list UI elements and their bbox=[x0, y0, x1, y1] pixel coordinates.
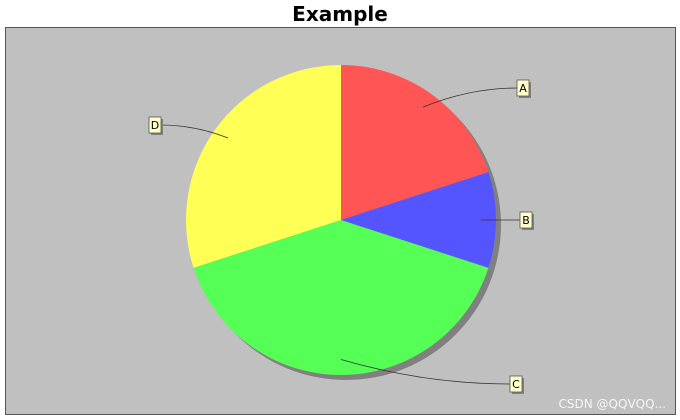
pie-slice-a[interactable] bbox=[341, 65, 489, 220]
slice-label-a: A bbox=[519, 82, 527, 95]
pie-slice-c[interactable] bbox=[193, 220, 489, 375]
leader-line-c bbox=[340, 359, 511, 385]
slice-label-c: C bbox=[512, 378, 520, 391]
watermark: CSDN @QQVQQ... bbox=[558, 397, 666, 411]
pie-chart: A B C D bbox=[148, 65, 534, 394]
label-box-c bbox=[509, 375, 523, 393]
pie-slice-b[interactable] bbox=[341, 172, 496, 268]
label-box-a bbox=[516, 79, 530, 97]
slice-label-b: B bbox=[522, 214, 530, 227]
pie-slice-d[interactable] bbox=[186, 65, 341, 268]
slice-label-d: D bbox=[151, 119, 159, 132]
label-box-b bbox=[519, 211, 533, 229]
leader-line-a bbox=[422, 87, 518, 108]
chart-title: Example bbox=[292, 2, 388, 26]
leader-line-d bbox=[160, 124, 229, 139]
plot-area: A B C D bbox=[5, 27, 676, 415]
label-box-d bbox=[148, 116, 162, 134]
